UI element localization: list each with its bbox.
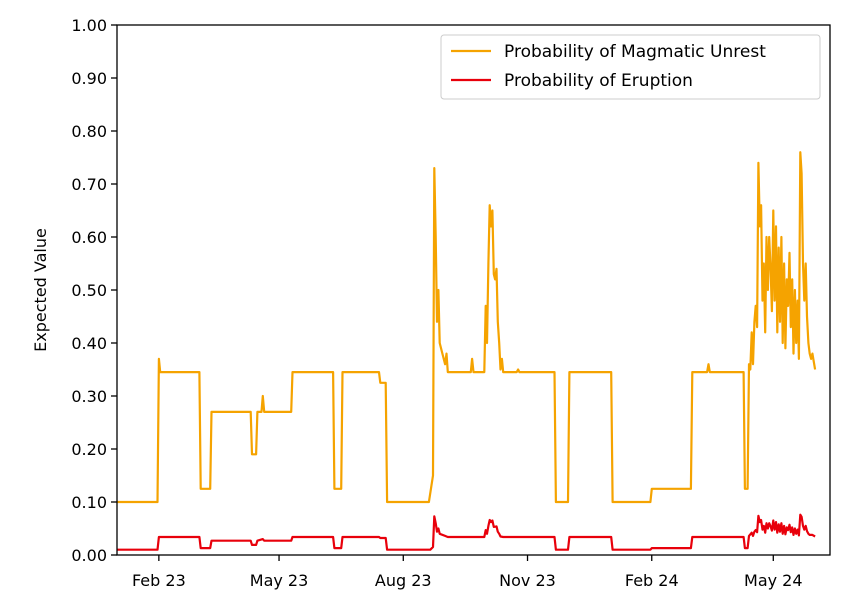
y-tick-label: 0.50 — [71, 281, 107, 300]
legend-label-1: Probability of Magmatic Unrest — [504, 42, 766, 62]
plot-lines — [117, 151, 817, 551]
legend: Probability of Magmatic Unrest Probabilit… — [440, 34, 821, 100]
x-tick-label: May 24 — [744, 571, 803, 590]
y-tick-label: 0.20 — [71, 440, 107, 459]
y-tick-label: 0.60 — [71, 228, 107, 247]
y-tick-label: 0.80 — [71, 122, 107, 141]
y-tick-label: 0.00 — [71, 546, 107, 565]
y-tick-label: 0.30 — [71, 387, 107, 406]
y-tick-label: 0.70 — [71, 175, 107, 194]
y-tick-label: 0.10 — [71, 493, 107, 512]
legend-label-2: Probability of Eruption — [504, 71, 693, 91]
x-tick-label: May 23 — [250, 571, 309, 590]
y-tick-label: 0.40 — [71, 334, 107, 353]
legend-box — [440, 34, 821, 100]
y-axis: 0.00 0.10 0.20 0.30 0.40 0.50 0.60 0.70 0.80 0.90… — [71, 16, 117, 565]
y-tick-label: 1.00 — [71, 16, 107, 35]
y-tick-label: 0.90 — [71, 69, 107, 88]
y-axis-title: Expected Value — [31, 228, 50, 352]
series-line-1 — [117, 151, 817, 504]
x-axis: Feb 23 May 23 Aug 23 Nov 23 Feb 24 May 24 — [132, 555, 803, 590]
plot-frame — [116, 24, 831, 556]
x-tick-label: Aug 23 — [375, 571, 432, 590]
x-tick-label: Feb 23 — [132, 571, 186, 590]
x-tick-label: Feb 24 — [625, 571, 679, 590]
x-tick-label: Nov 23 — [499, 571, 556, 590]
series-line-2 — [117, 513, 816, 551]
